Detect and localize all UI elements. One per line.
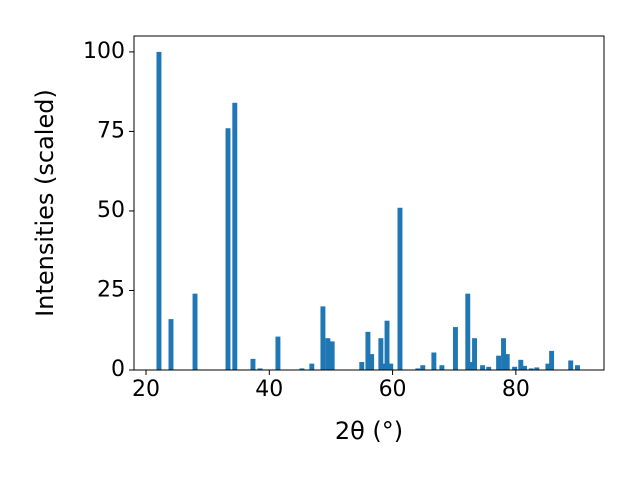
bar [439, 365, 445, 370]
y-tick-label: 50 [97, 198, 125, 223]
bar [369, 354, 375, 370]
bar [325, 338, 331, 370]
bar [365, 331, 371, 370]
bar [431, 352, 437, 370]
bar [397, 207, 403, 370]
bar [534, 367, 540, 370]
bar [452, 327, 458, 370]
bar [250, 358, 256, 370]
bar [465, 293, 471, 370]
bar [257, 368, 263, 370]
bar [575, 365, 580, 370]
bar [480, 365, 486, 370]
x-tick-label: 20 [132, 377, 160, 402]
x-tick-label: 40 [255, 377, 283, 402]
bar [156, 51, 162, 371]
x-tick-label: 80 [502, 377, 530, 402]
bar [486, 366, 492, 370]
y-tick-label: 0 [111, 357, 125, 382]
y-axis-label: Intensities (scaled) [31, 89, 59, 317]
y-tick-label: 25 [97, 277, 125, 302]
plot-frame [133, 35, 605, 371]
bar [232, 102, 238, 371]
y-tick-label: 75 [97, 118, 125, 143]
bar [522, 365, 527, 370]
bar [415, 368, 421, 370]
x-axis-label: 2θ (°) [335, 417, 403, 445]
bar [549, 350, 555, 370]
bar [299, 368, 305, 370]
bar [378, 338, 384, 370]
bar [192, 293, 198, 370]
x-tick-label: 60 [379, 377, 407, 402]
bar [359, 362, 365, 370]
bar [496, 355, 502, 370]
bar [568, 360, 574, 370]
bar [420, 365, 426, 370]
bar [275, 336, 281, 370]
bar [309, 363, 315, 370]
y-tick-label: 100 [83, 39, 125, 64]
bar [504, 354, 510, 370]
bar [472, 338, 478, 370]
bar [384, 320, 390, 370]
bar [518, 359, 524, 370]
bar [329, 341, 335, 370]
bar [320, 306, 326, 370]
bar [168, 319, 174, 370]
bar [225, 128, 231, 370]
bar [528, 368, 534, 370]
bar [545, 363, 551, 370]
bar [468, 362, 474, 370]
bar [381, 363, 387, 370]
bar [388, 363, 394, 370]
bar [512, 366, 518, 370]
bar [501, 338, 506, 370]
